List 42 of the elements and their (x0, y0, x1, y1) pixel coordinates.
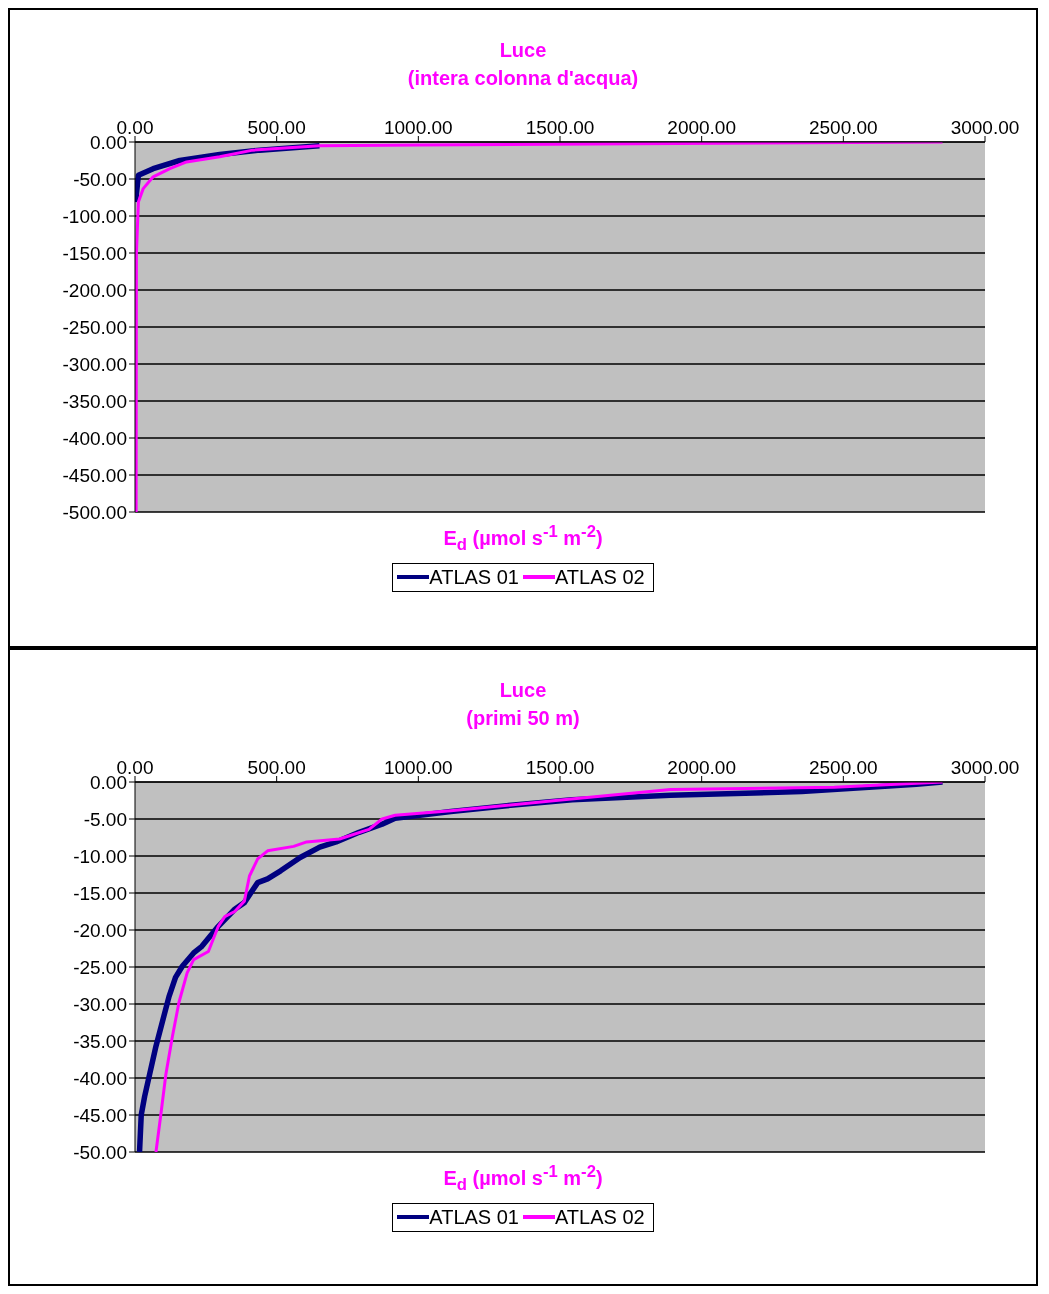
legend-label: ATLAS 02 (555, 565, 645, 589)
y-tick-label: -500.00 (62, 501, 127, 523)
x-axis-title: E$_{d}$ (µmol s$^{-1}$ m$^{-2}$) (442, 522, 604, 555)
x-tick-label: 1500.00 (525, 117, 595, 138)
x-tick-label: 2000.00 (667, 757, 737, 778)
x-tick-label: 2500.00 (808, 117, 878, 138)
y-tick-label: -40.00 (73, 1067, 127, 1089)
x-tick-label: 1000.00 (383, 757, 453, 778)
x-tick-label: 1000.00 (383, 117, 453, 138)
y-tick-label: -450.00 (62, 464, 127, 486)
y-tick-label: -100.00 (62, 205, 127, 227)
y-tick-label: -10.00 (73, 845, 127, 867)
y-tick-label: -50.00 (73, 168, 127, 190)
y-tick-label: -25.00 (73, 956, 127, 978)
legend-label: ATLAS 02 (555, 1205, 645, 1229)
y-tick-label: -45.00 (73, 1104, 127, 1126)
y-tick-label: -20.00 (73, 919, 127, 941)
x-tick-label: 3000.00 (950, 117, 1020, 138)
x-tick-label: 500.00 (247, 117, 306, 138)
y-tick-label: -300.00 (62, 353, 127, 375)
y-tick-label: -250.00 (62, 316, 127, 338)
x-tick-label: 2000.00 (667, 117, 737, 138)
y-tick-label: -150.00 (62, 242, 127, 264)
x-tick-label: 3000.00 (950, 757, 1020, 778)
legend-label: ATLAS 01 (429, 1205, 519, 1229)
legend-label: ATLAS 01 (429, 565, 519, 589)
x-tick-label: 1500.00 (525, 757, 595, 778)
y-tick-label: -35.00 (73, 1030, 127, 1052)
chart-subtitle: (primi 50 m) (465, 706, 581, 731)
y-tick-label: -5.00 (83, 808, 127, 830)
x-tick-label: 500.00 (247, 757, 306, 778)
y-tick-label: -15.00 (73, 882, 127, 904)
y-tick-label: -400.00 (62, 427, 127, 449)
y-tick-label: -50.00 (73, 1141, 127, 1163)
chart-subtitle: (intera colonna d'acqua) (406, 66, 640, 91)
y-tick-label: -350.00 (62, 390, 127, 412)
x-axis-title: E$_{d}$ (µmol s$^{-1}$ m$^{-2}$) (442, 1162, 604, 1195)
x-tick-label: 2500.00 (808, 757, 878, 778)
y-tick-label: -30.00 (73, 993, 127, 1015)
chart-title: Luce (498, 678, 548, 703)
y-tick-label: -200.00 (62, 279, 127, 301)
chart-title: Luce (498, 38, 548, 63)
